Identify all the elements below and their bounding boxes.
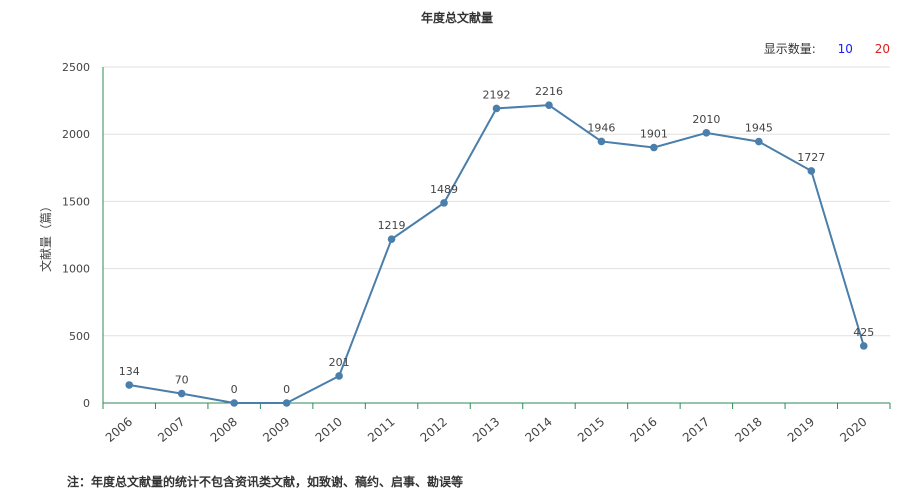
data-label: 2192 bbox=[483, 88, 511, 101]
data-point[interactable] bbox=[755, 137, 763, 146]
data-point[interactable] bbox=[492, 104, 501, 113]
data-label: 1727 bbox=[797, 151, 825, 164]
data-label: 0 bbox=[231, 383, 238, 396]
data-label: 1946 bbox=[587, 121, 615, 134]
x-tick-label: 2006 bbox=[103, 415, 135, 445]
x-tick-label: 2013 bbox=[470, 415, 502, 445]
y-tick-label: 1500 bbox=[62, 195, 90, 208]
x-tick-label: 2019 bbox=[785, 415, 817, 445]
y-axis: 0 500 1000 1500 2000 2500 bbox=[62, 61, 104, 410]
y-axis-label: 文献量（篇） bbox=[38, 200, 53, 272]
data-point[interactable] bbox=[650, 143, 658, 152]
x-tick-label: 2012 bbox=[418, 415, 450, 445]
data-label: 1945 bbox=[745, 122, 773, 135]
display-count-option-10[interactable]: 10 bbox=[837, 42, 853, 56]
series-line bbox=[129, 104, 865, 404]
y-tick-label: 2000 bbox=[62, 128, 90, 141]
y-tick-label: 500 bbox=[69, 330, 90, 343]
x-axis: 2006 2007 2008 2009 2010 2011 2012 2013 2014 2015… bbox=[102, 402, 891, 445]
data-point[interactable] bbox=[859, 342, 868, 350]
data-point[interactable] bbox=[282, 399, 291, 407]
footnote: 注：年度总文献量的统计不包含资讯类文献，如致谢、稿约、启事、勘误等 bbox=[67, 475, 464, 489]
data-label: 134 bbox=[119, 365, 140, 378]
grid-lines bbox=[103, 66, 890, 337]
data-label: 201 bbox=[329, 356, 350, 369]
data-point[interactable] bbox=[545, 101, 553, 109]
data-point[interactable] bbox=[387, 235, 396, 243]
data-label: 1901 bbox=[640, 128, 668, 141]
line-chart: 0 500 1000 1500 2000 2500 2006 2007 2008 2009 201… bbox=[38, 61, 891, 445]
x-tick-label: 2011 bbox=[365, 415, 397, 445]
y-tick-label: 0 bbox=[83, 397, 90, 410]
data-label: 2216 bbox=[535, 85, 563, 98]
data-label: 70 bbox=[175, 374, 189, 387]
data-point[interactable] bbox=[177, 389, 186, 398]
x-tick-label: 2009 bbox=[260, 415, 292, 445]
data-point[interactable] bbox=[702, 129, 711, 137]
x-tick-label: 2020 bbox=[837, 415, 869, 445]
display-count-option-20[interactable]: 20 bbox=[874, 42, 890, 56]
data-point[interactable] bbox=[807, 167, 816, 175]
x-tick-label: 2010 bbox=[313, 415, 345, 445]
chart-title: 年度总文献量 bbox=[420, 11, 493, 25]
data-label: 2010 bbox=[692, 113, 720, 126]
x-tick-label: 2017 bbox=[680, 415, 712, 445]
x-tick-label: 2015 bbox=[575, 415, 607, 445]
data-label: 425 bbox=[853, 326, 874, 339]
data-point[interactable] bbox=[230, 399, 238, 407]
data-label: 0 bbox=[283, 383, 290, 396]
display-count-selector: 显示数量: 10 20 bbox=[764, 40, 890, 57]
data-point[interactable] bbox=[335, 372, 343, 380]
y-tick-label: 1000 bbox=[62, 263, 90, 276]
x-tick-label: 2016 bbox=[627, 415, 659, 445]
data-label: 1489 bbox=[430, 183, 458, 196]
x-tick-label: 2007 bbox=[155, 415, 187, 445]
data-label: 1219 bbox=[378, 219, 406, 232]
display-count-label: 显示数量: bbox=[763, 42, 816, 56]
x-tick-label: 2008 bbox=[208, 415, 240, 445]
data-point[interactable] bbox=[125, 381, 134, 389]
data-point[interactable] bbox=[440, 199, 448, 207]
series-line-group: 134 70 0 0 201 1219 1489 2192 2216 1946 1901 2010 19… bbox=[119, 85, 874, 407]
data-point[interactable] bbox=[597, 137, 606, 146]
y-tick-label: 2500 bbox=[62, 61, 90, 74]
x-tick-label: 2014 bbox=[522, 415, 554, 445]
x-tick-label: 2018 bbox=[732, 415, 764, 445]
